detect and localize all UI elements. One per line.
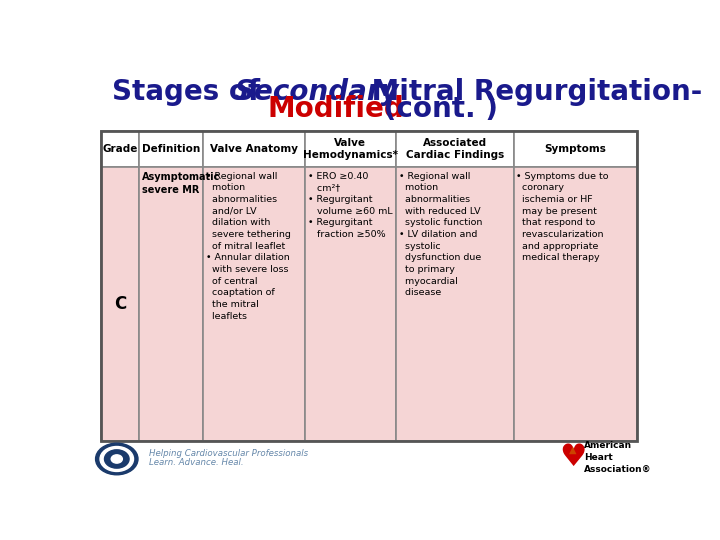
Bar — [513, 167, 637, 441]
Text: Valve Anatomy: Valve Anatomy — [210, 144, 298, 154]
Circle shape — [104, 450, 129, 468]
Text: • Regional wall
  motion
  abnormalities
  with reduced LV
  systolic function
•: • Regional wall motion abnormalities wit… — [399, 172, 482, 297]
Text: Modified: Modified — [268, 95, 405, 123]
Bar — [513, 131, 637, 167]
Text: (cont. ): (cont. ) — [374, 95, 498, 123]
Text: Secondary: Secondary — [235, 78, 399, 106]
Circle shape — [111, 455, 122, 463]
Text: Learn. Advance. Heal.: Learn. Advance. Heal. — [148, 458, 243, 467]
Bar — [305, 167, 396, 441]
Circle shape — [100, 447, 133, 471]
Text: ♥: ♥ — [559, 443, 586, 472]
Text: • Regional wall
  motion
  abnormalities
  and/or LV
  dilation with
  severe te: • Regional wall motion abnormalities and… — [206, 172, 291, 321]
Bar — [101, 167, 139, 441]
Text: Mitral Regurgitation-: Mitral Regurgitation- — [362, 78, 702, 106]
Text: Grade: Grade — [102, 144, 138, 154]
Text: Valve
Hemodynamics*: Valve Hemodynamics* — [302, 138, 397, 160]
Text: Definition: Definition — [142, 144, 200, 154]
Bar — [101, 131, 139, 167]
Bar — [139, 131, 203, 167]
Text: Asymptomatic
severe MR: Asymptomatic severe MR — [142, 172, 220, 195]
Text: Helping Cardiovascular Professionals: Helping Cardiovascular Professionals — [148, 449, 307, 458]
Bar — [396, 131, 513, 167]
Circle shape — [96, 443, 138, 475]
Bar — [203, 167, 305, 441]
Text: • ERO ≥0.40
   cm²†
• Regurgitant
   volume ≥60 mL
• Regurgitant
   fraction ≥50: • ERO ≥0.40 cm²† • Regurgitant volume ≥6… — [307, 172, 392, 239]
Text: American
Heart
Association®: American Heart Association® — [584, 441, 652, 474]
Text: Stages of: Stages of — [112, 78, 270, 106]
Bar — [101, 131, 636, 441]
Bar — [139, 167, 203, 441]
Text: ▲: ▲ — [569, 446, 577, 455]
Text: C: C — [114, 295, 126, 313]
Bar — [396, 167, 513, 441]
Text: • Symptoms due to
  coronary
  ischemia or HF
  may be present
  that respond to: • Symptoms due to coronary ischemia or H… — [516, 172, 609, 262]
Bar — [305, 131, 396, 167]
Bar — [203, 131, 305, 167]
Text: Associated
Cardiac Findings: Associated Cardiac Findings — [405, 138, 504, 160]
Text: Symptoms: Symptoms — [544, 144, 606, 154]
